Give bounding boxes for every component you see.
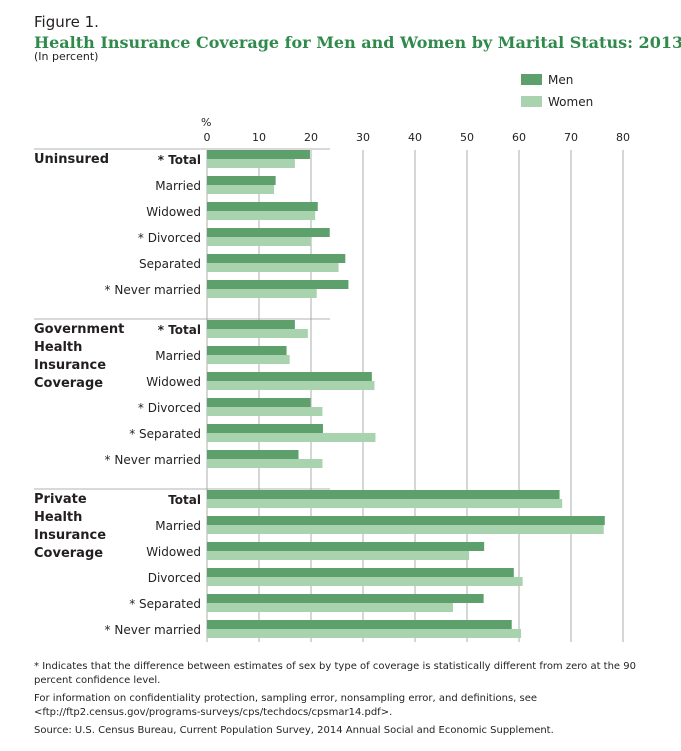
row-label: Total (168, 493, 201, 507)
row-label: * Never married (105, 623, 201, 637)
x-tick-label: 50 (460, 131, 474, 144)
bar-men (207, 150, 310, 159)
bar-men (207, 346, 287, 355)
legend-swatch-women (521, 96, 542, 107)
group-label: Health (34, 340, 82, 355)
bar-women (207, 289, 317, 298)
x-tick-label: 80 (616, 131, 630, 144)
group-label: Government (34, 322, 124, 337)
bar-chart: Men Women% 0 10 20 30 40 50 60 70 80 Uninsured * Tot… (34, 73, 630, 642)
row-label: * Total (158, 323, 201, 337)
x-tick-label: 40 (408, 131, 422, 144)
bar-men (207, 594, 484, 603)
row-label: * Separated (129, 427, 201, 441)
x-tick-label: 0 (204, 131, 211, 144)
bar-women (207, 603, 453, 612)
bar-men (207, 398, 311, 407)
row-label: Separated (139, 257, 201, 271)
bar-men (207, 254, 346, 263)
bar-men (207, 620, 512, 629)
group-label: Insurance (34, 358, 106, 373)
x-tick-label: 60 (512, 131, 526, 144)
footnote-significance: * Indicates that the difference between … (34, 660, 674, 688)
group-label: Uninsured (34, 152, 109, 167)
group-label: Private (34, 492, 87, 507)
footnote-significance-text: Indicates that the difference between es… (34, 661, 636, 686)
bar-women (207, 381, 375, 390)
x-tick-label: 30 (356, 131, 370, 144)
figure-label: Figure 1. (34, 13, 99, 31)
bar-men (207, 450, 299, 459)
bar-women (207, 499, 563, 508)
footnote-info: For information on confidentiality prote… (34, 693, 538, 718)
bar-women (207, 433, 376, 442)
x-tick-label: 20 (304, 131, 318, 144)
bar-men (207, 320, 295, 329)
footnote-source: Source: U.S. Census Bureau, Current Popu… (34, 725, 554, 736)
row-label: Divorced (148, 571, 201, 585)
x-tick-label: 10 (252, 131, 266, 144)
row-label: * Divorced (138, 401, 201, 415)
bar-men (207, 280, 349, 289)
row-label: Married (155, 349, 201, 363)
row-label: Married (155, 519, 201, 533)
bar-men (207, 568, 514, 577)
bar-women (207, 551, 470, 560)
group-label: Insurance (34, 528, 106, 543)
row-label: Married (155, 179, 201, 193)
legend-label-men: Men (548, 73, 573, 87)
bar-women (207, 237, 311, 246)
bar-men (207, 516, 605, 525)
group-label: Health (34, 510, 82, 525)
bar-women (207, 185, 275, 194)
group-label: Coverage (34, 376, 103, 391)
bar-women (207, 159, 295, 168)
chart-subtitle: (In percent) (34, 50, 99, 63)
row-label: * Divorced (138, 231, 201, 245)
bar-men (207, 424, 323, 433)
bar-men (207, 176, 276, 185)
bar-men (207, 490, 560, 499)
bar-men (207, 202, 318, 211)
legend-label-women: Women (548, 95, 593, 109)
bar-men (207, 542, 485, 551)
bar-women (207, 211, 316, 220)
bar-men (207, 228, 330, 237)
bar-women (207, 629, 522, 638)
bar-women (207, 577, 523, 586)
row-label: * Never married (105, 453, 201, 467)
bar-women (207, 459, 323, 468)
bar-women (207, 355, 290, 364)
x-tick-label: 70 (564, 131, 578, 144)
axis-unit-label: % (201, 116, 211, 129)
row-label: * Separated (129, 597, 201, 611)
legend-swatch-men (521, 74, 542, 85)
chart-title: Health Insurance Coverage for Men and Wo… (34, 33, 681, 52)
bar-men (207, 372, 372, 381)
bar-women (207, 329, 308, 338)
bar-women (207, 407, 323, 416)
row-label: * Never married (105, 283, 201, 297)
row-label: Widowed (146, 375, 201, 389)
footnote-asterisk: * (34, 661, 43, 672)
bar-women (207, 525, 604, 534)
bar-women (207, 263, 339, 272)
row-label: Widowed (146, 545, 201, 559)
row-label: * Total (158, 153, 201, 167)
row-label: Widowed (146, 205, 201, 219)
group-label: Coverage (34, 546, 103, 561)
